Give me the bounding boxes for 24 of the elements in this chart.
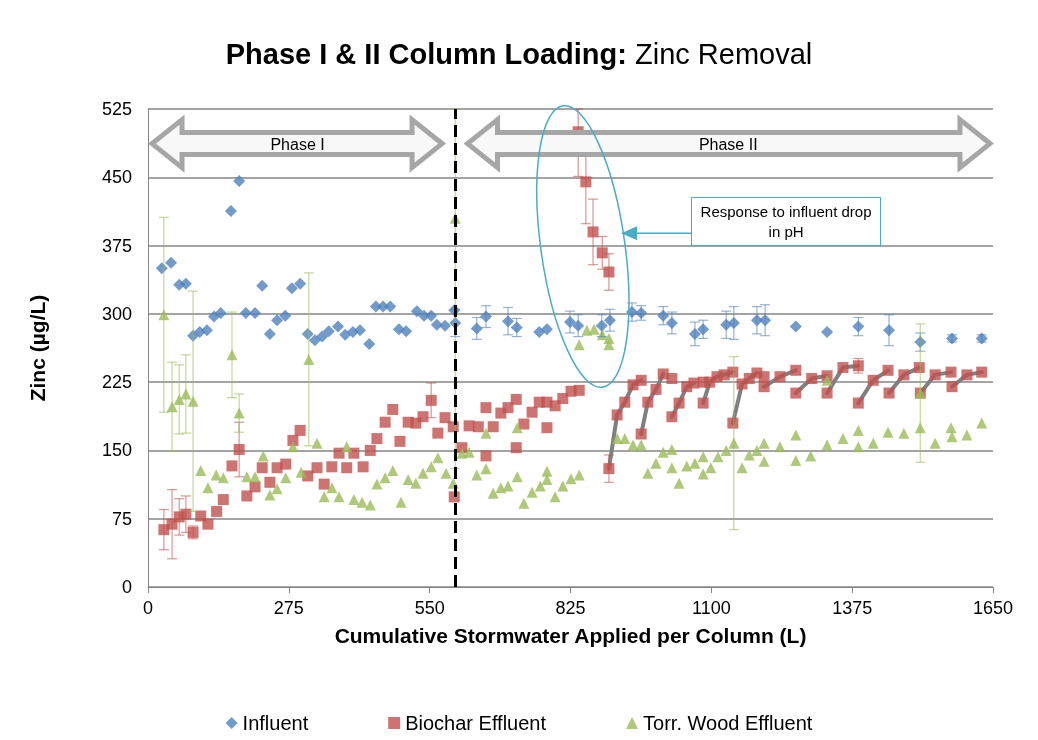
annotation: Response to influent drop in pH bbox=[691, 197, 882, 247]
x-tick-label: 1650 bbox=[972, 598, 1014, 618]
legend-label: Influent bbox=[242, 712, 309, 734]
y-tick-label: 450 bbox=[101, 167, 132, 188]
x-tick-label: 275 bbox=[273, 598, 304, 618]
x-tick-label: 1100 bbox=[691, 598, 731, 618]
x-axis-title: Cumulative Stormwater Applied per Column (L) bbox=[334, 624, 807, 647]
legend-label: Biochar Effluent bbox=[405, 712, 547, 734]
x-tick-label: 0 bbox=[142, 598, 154, 618]
x-tick-label: 1375 bbox=[832, 598, 873, 618]
annotation: Phase II bbox=[698, 135, 758, 153]
legend-label: Torr. Wood Effluent bbox=[643, 712, 813, 734]
x-tick-label: 825 bbox=[555, 598, 586, 618]
annotation: Phase I bbox=[270, 135, 325, 153]
y-tick-label: 225 bbox=[101, 372, 132, 393]
chart-title: Phase I & II Column Loading: Zinc Removal bbox=[225, 37, 813, 70]
y-tick-label: 75 bbox=[111, 508, 132, 529]
y-axis-title: Zinc (µg/L) bbox=[26, 294, 49, 402]
y-tick-label: 375 bbox=[101, 235, 132, 256]
y-tick-label: 150 bbox=[101, 440, 132, 461]
y-tick-label: 0 bbox=[121, 577, 132, 597]
y-tick-label: 300 bbox=[101, 303, 132, 324]
y-tick-label: 525 bbox=[101, 99, 132, 119]
x-tick-label: 550 bbox=[414, 598, 445, 618]
